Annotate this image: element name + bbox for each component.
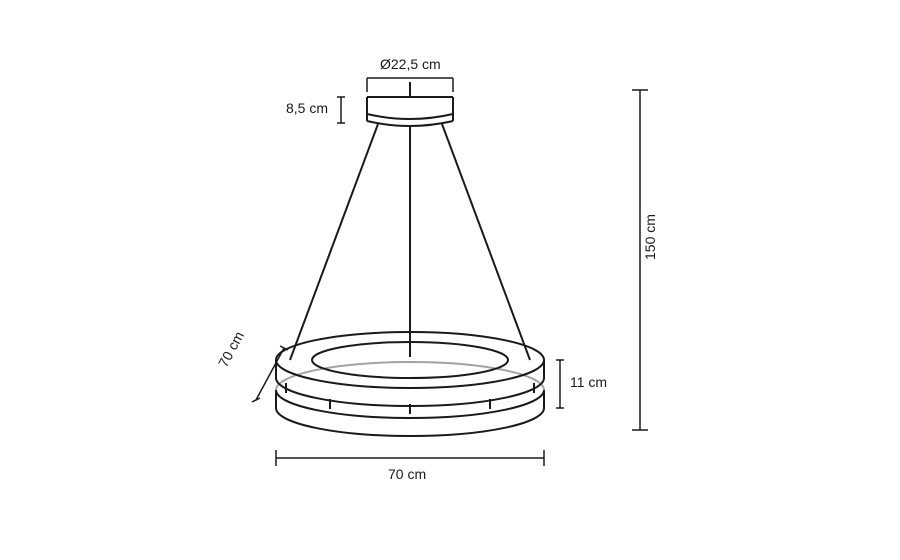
canopy-diameter-label: Ø22,5 cm xyxy=(380,56,441,72)
canopy-height-label: 8,5 cm xyxy=(286,100,328,116)
ring-height-label: 11 cm xyxy=(570,374,607,390)
overall-height-label: 150 cm xyxy=(642,214,658,260)
ring-width-label: 70 cm xyxy=(388,466,426,482)
diagram-container: Ø22,5 cm 8,5 cm 11 cm 70 cm 70 cm 150 cm xyxy=(0,0,900,560)
pendant-lamp-drawing xyxy=(0,0,900,560)
